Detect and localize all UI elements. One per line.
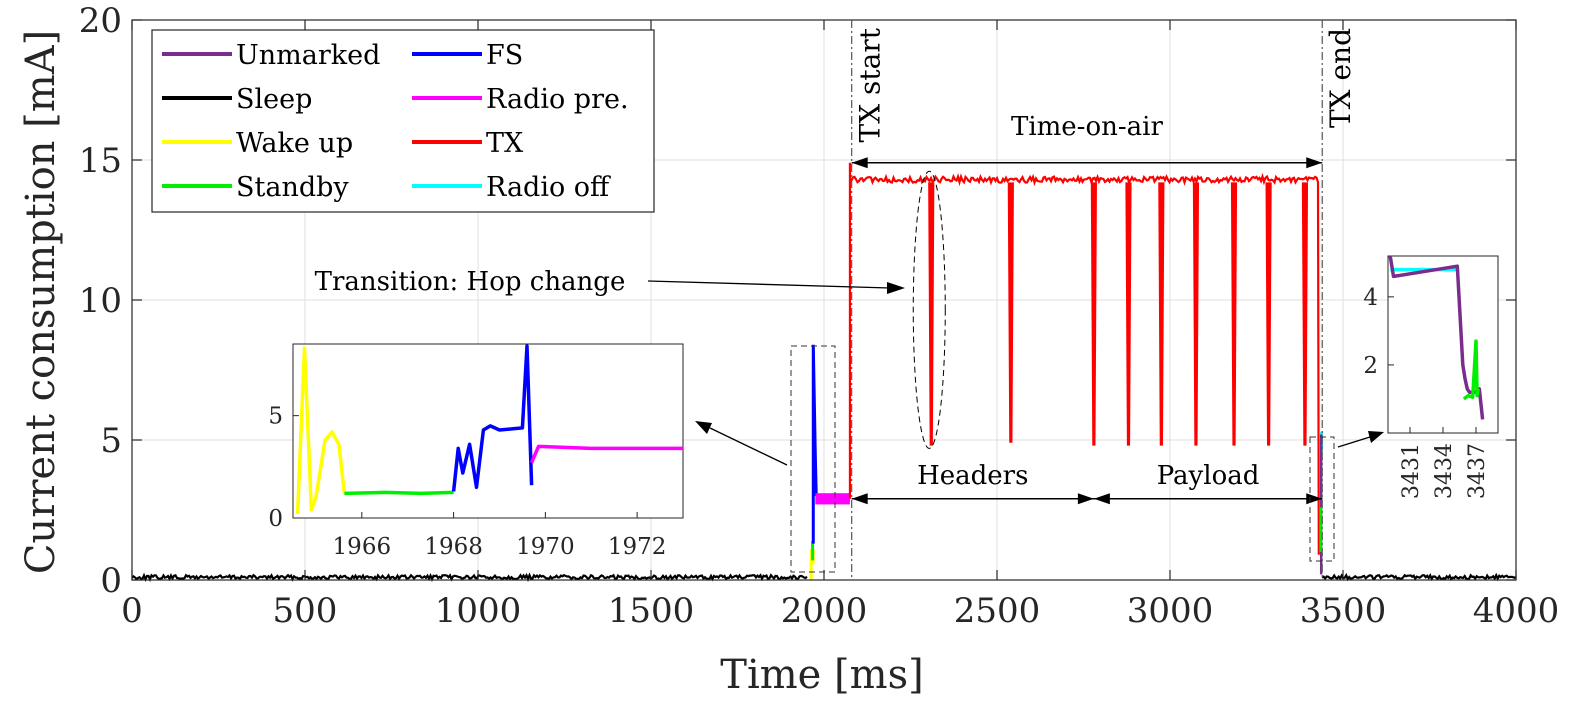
- tx-end-label: TX end: [1324, 28, 1357, 128]
- x-tick-label: 1500: [608, 591, 695, 631]
- arrow-head: [1368, 431, 1384, 443]
- inset-series: [295, 346, 347, 514]
- tx-dip: [1090, 182, 1097, 446]
- inset-y-tick-label: 5: [268, 404, 283, 430]
- x-tick-label: 2500: [954, 591, 1041, 631]
- series-radio-pre: [815, 493, 850, 505]
- inset-x-tick-label: 3431: [1399, 443, 1424, 499]
- arrow-head: [695, 421, 712, 434]
- inset-x-tick-label: 1968: [424, 534, 483, 560]
- legend-label: Radio pre.: [486, 84, 629, 115]
- tx-dip: [1265, 182, 1272, 446]
- insets: 1966 1968 1970 1972 0 5 3431 3434 3437 2 4: [268, 255, 1499, 573]
- x-tick-label: 1000: [435, 591, 522, 631]
- tx-dip: [1230, 182, 1238, 446]
- inset-series: [1462, 339, 1480, 401]
- inset-x-tick-label: 1972: [608, 534, 667, 560]
- inset-series: [529, 444, 683, 464]
- annotation-time-on-air: Time-on-air: [1011, 112, 1163, 142]
- inset-series: [344, 490, 454, 496]
- x-tick-label: 0: [121, 591, 143, 631]
- series-sleep-after: [1321, 572, 1517, 582]
- inset-y-tick-label: 4: [1363, 285, 1378, 311]
- tx-dip: [1125, 182, 1132, 446]
- legend-label: Standby: [236, 172, 349, 203]
- y-tick-label: 10: [79, 281, 122, 321]
- arrow-head: [1306, 157, 1323, 169]
- inset-left: 1966 1968 1970 1972 0 5: [268, 343, 684, 560]
- x-tick-label: 4000: [1473, 591, 1560, 631]
- inset-series: [451, 344, 534, 492]
- legend-label: FS: [486, 40, 523, 71]
- inset-x-tick-label: 1970: [516, 534, 575, 560]
- legend: Unmarked FS Sleep Radio pre. Wake up TX Standb…: [151, 29, 655, 213]
- inset-x-tick-label: 1966: [333, 534, 392, 560]
- hop-change-arrow-line: [647, 280, 891, 289]
- zoom-box-left: [790, 345, 836, 573]
- tx-dip: [928, 182, 935, 446]
- x-tick-label: 500: [273, 591, 338, 631]
- arrow-head: [1093, 493, 1110, 505]
- legend-label: Wake up: [236, 128, 353, 159]
- annotations: TX start TX end Time-on-air Headers Payload T…: [315, 20, 1357, 580]
- arrow-head: [851, 157, 868, 169]
- legend-label: Sleep: [236, 84, 312, 115]
- arrow-head: [887, 282, 905, 294]
- hop-change-ellipse: [912, 170, 946, 449]
- inset-y-tick-label: 2: [1363, 353, 1378, 379]
- inset-x-tick-label: 3434: [1432, 443, 1457, 499]
- x-tick-label: 3000: [1127, 591, 1214, 631]
- x-tick-label: 3500: [1300, 591, 1387, 631]
- tx-start-label: TX start: [854, 27, 887, 142]
- annotation-payload: Payload: [1157, 461, 1260, 491]
- legend-label: TX: [486, 128, 524, 159]
- inset-y-tick-label: 0: [268, 506, 283, 532]
- inset-x-tick-label: 3437: [1465, 443, 1490, 499]
- tx-dip: [1007, 182, 1014, 443]
- series-tx: [848, 162, 1320, 555]
- y-tick-label: 20: [79, 1, 122, 41]
- inset-frame: [292, 343, 684, 519]
- y-tick-label: 5: [100, 421, 122, 461]
- x-axis-label: Time [ms]: [720, 652, 923, 698]
- tx-dip: [1301, 182, 1309, 446]
- y-tick-label: 0: [100, 561, 122, 601]
- arrow-head: [851, 493, 868, 505]
- plot-area: [131, 162, 1517, 582]
- series-sleep: [131, 572, 808, 582]
- arrow-head: [1077, 493, 1094, 505]
- tx-dip: [1192, 182, 1200, 446]
- zoom-box-right: [1309, 436, 1335, 562]
- tx-dip: [1158, 182, 1165, 446]
- legend-label: Radio off: [486, 172, 611, 203]
- y-tick-label: 15: [79, 141, 122, 181]
- legend-box: [151, 29, 655, 213]
- inset-right: 3431 3434 3437 2 4: [1363, 255, 1499, 499]
- zoom-arrow-left: [709, 427, 788, 466]
- legend-label: Unmarked: [236, 40, 380, 71]
- annotation-hop-change: Transition: Hop change: [315, 267, 626, 297]
- annotation-headers: Headers: [917, 461, 1028, 491]
- y-axis-label: Current consumption [mA]: [18, 30, 64, 574]
- series-fs: [811, 344, 818, 544]
- zoom-arrow-right: [1337, 436, 1371, 448]
- x-tick-label: 2000: [781, 591, 868, 631]
